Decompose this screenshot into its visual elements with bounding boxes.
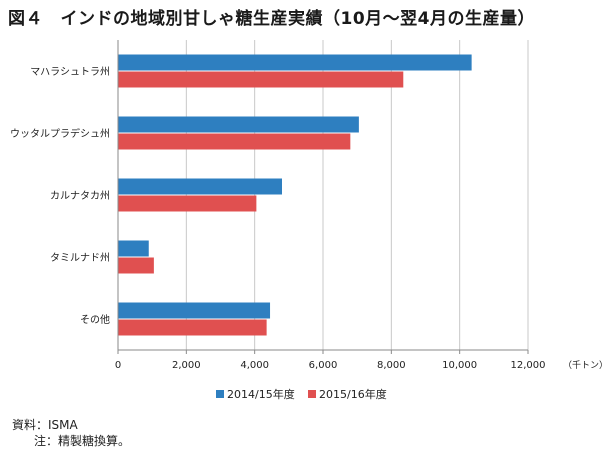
x-tick-label: 10,000 — [442, 360, 477, 371]
category-label: ウッタルプラデシュ州 — [10, 127, 110, 140]
bar-1 — [118, 178, 282, 195]
x-axis-unit-label: （千トン） — [563, 360, 602, 371]
legend-label: 2014/15年度 — [227, 387, 295, 401]
source-note: 資料：ISMA — [12, 418, 78, 432]
x-tick-label: 0 — [115, 360, 121, 371]
chart-title: 図４ インドの地域別甘しゃ糖生産実績（10月～翌4月の生産量） — [8, 9, 535, 29]
bar-2 — [118, 71, 404, 88]
footnote: 注：精製糖換算。 — [34, 434, 131, 448]
legend-swatch — [308, 390, 316, 398]
legend-swatch — [216, 390, 224, 398]
x-tick-label: 8,000 — [377, 360, 406, 371]
x-tick-label: 6,000 — [309, 360, 338, 371]
x-tick-label: 12,000 — [511, 360, 546, 371]
category-label: カルナタカ州 — [50, 190, 110, 202]
bar-2 — [118, 195, 257, 212]
bar-2 — [118, 133, 351, 150]
x-tick-label: 2,000 — [172, 360, 201, 371]
bar-2 — [118, 319, 267, 336]
bar-1 — [118, 54, 472, 71]
bar-1 — [118, 116, 359, 133]
bar-1 — [118, 302, 271, 319]
legend-label: 2015/16年度 — [319, 387, 387, 401]
category-label: タミルナド州 — [50, 252, 110, 264]
category-label: その他 — [80, 313, 110, 326]
bar-2 — [118, 257, 154, 274]
bar-1 — [118, 240, 149, 257]
x-tick-label: 4,000 — [240, 360, 269, 371]
category-label: マハラシュトラ州 — [30, 66, 110, 78]
